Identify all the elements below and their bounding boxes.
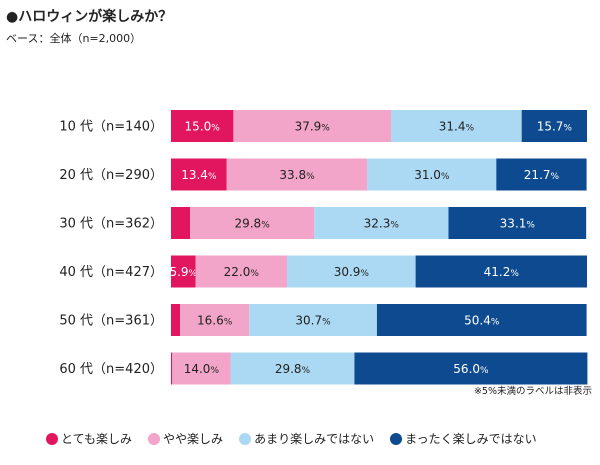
legend-swatch [46, 432, 58, 445]
data-label: 21.7% [524, 168, 560, 182]
data-label: 14.0% [184, 362, 220, 376]
bar-segment [496, 158, 587, 191]
bar-segment [195, 255, 288, 288]
bar-segment [171, 352, 173, 385]
data-label: 5.9% [169, 265, 197, 279]
data-label: 41.2% [484, 265, 520, 279]
bar-segment [367, 158, 497, 191]
bar-segment [314, 207, 449, 239]
legend-label: やや楽しみ [163, 432, 224, 446]
legend-label: まったく楽しみではない [405, 432, 537, 446]
data-label: 15.0% [185, 120, 221, 134]
bar-segment [521, 110, 587, 142]
data-label: 13.4% [181, 168, 217, 182]
bar-segment [171, 158, 227, 191]
legend-item: とても楽しみ [46, 430, 132, 447]
legend-item: まったく楽しみではない [390, 430, 537, 447]
data-label: 30.7% [295, 314, 331, 328]
bar-segment [180, 304, 250, 336]
bar-segment [171, 110, 234, 142]
data-label: 33.8% [279, 168, 315, 182]
legend-swatch [239, 432, 252, 445]
bar-segment [172, 352, 231, 385]
category-label: 20 代（n=290） [59, 168, 163, 183]
bar-segment [230, 352, 355, 385]
data-label: 29.8% [234, 217, 270, 231]
data-label: 22.0% [224, 265, 260, 279]
category-label: 30 代（n=362） [59, 217, 163, 232]
category-label: 40 代（n=427） [59, 265, 163, 280]
legend-swatch [148, 432, 161, 445]
bar-segment [233, 110, 392, 142]
data-label: 31.4% [439, 120, 475, 134]
bar-segment [448, 207, 587, 239]
bar-segment [354, 352, 588, 385]
bar-segment [249, 304, 377, 336]
legend-label: とても楽しみ [61, 432, 133, 446]
data-label: 16.6% [197, 314, 233, 328]
data-label: 50.4% [464, 314, 500, 328]
legend: とても楽しみ やや楽しみ あまり楽しみではない まったく楽しみではない [46, 430, 537, 447]
data-label: 56.0% [453, 362, 489, 376]
category-label: 60 代（n=420） [59, 362, 163, 377]
data-label: 32.3% [364, 217, 400, 231]
bar-segment [415, 255, 587, 288]
data-label: 29.8% [275, 362, 311, 376]
legend-item: やや楽しみ [148, 430, 223, 447]
legend-label: あまり楽しみではない [254, 432, 375, 446]
bar-segment [171, 304, 181, 336]
bar-segment [190, 207, 315, 239]
bar-segment [171, 255, 196, 288]
bar-segment [171, 207, 191, 239]
legend-swatch [390, 432, 403, 445]
data-label: 30.9% [334, 265, 370, 279]
chart-title: ●ハロウィンが楽しみか？ [6, 9, 173, 25]
category-label: 10 代（n=140） [59, 120, 163, 135]
chart-subtitle: ベース：全体（n=2,000） [6, 32, 142, 45]
bar-segment [287, 255, 416, 288]
bar-segment [376, 304, 587, 336]
data-label: 31.0% [414, 168, 450, 182]
label-note: ※5%未満のラベルは非表示 [473, 386, 592, 397]
data-label: 37.9% [295, 120, 331, 134]
category-label: 50 代（n=361） [59, 314, 163, 329]
legend-item: あまり楽しみではない [239, 430, 374, 447]
bar-segment [226, 158, 368, 191]
data-label: 15.7% [537, 120, 573, 134]
data-label: 33.1% [500, 217, 536, 231]
bar-segment [391, 110, 522, 142]
